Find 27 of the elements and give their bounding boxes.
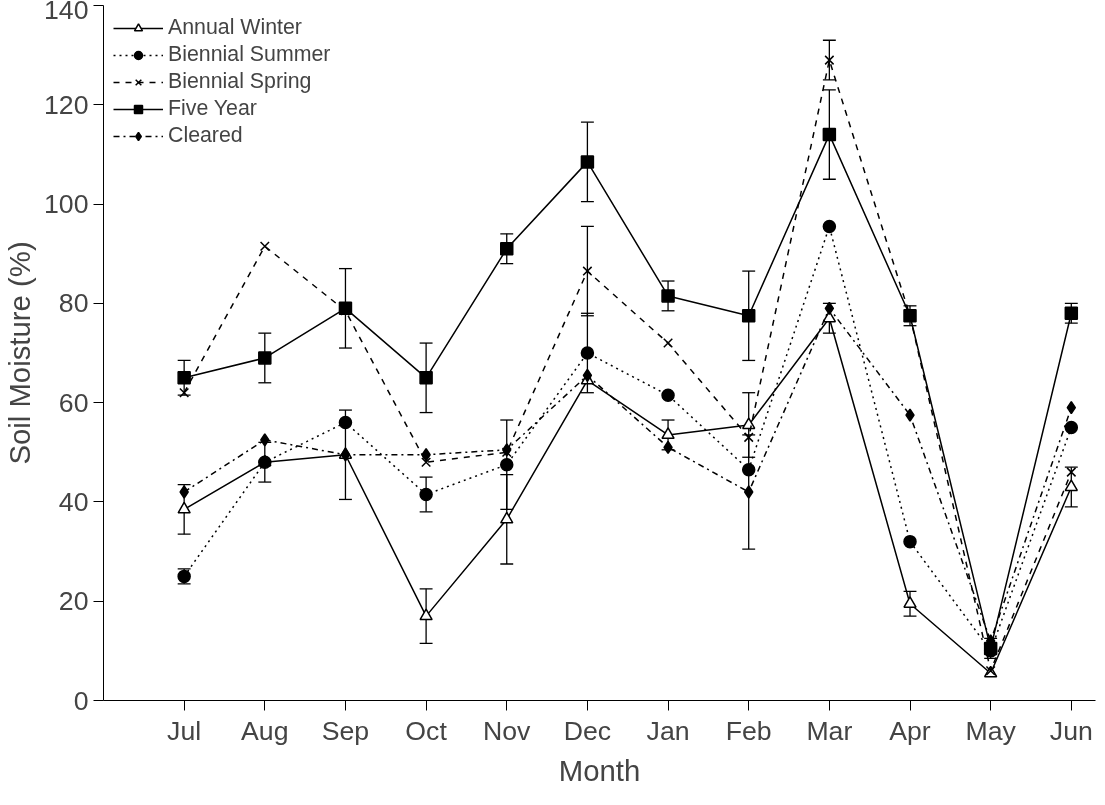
x-tick-label: Oct — [405, 715, 448, 746]
x-axis-title: Month — [558, 753, 641, 787]
x-tick-label: Jan — [646, 715, 690, 746]
y-tick-label: 40 — [58, 486, 89, 517]
legend-label: Annual Winter — [168, 15, 302, 40]
y-tick-label: 0 — [73, 685, 89, 716]
legend-label: Five Year — [168, 96, 257, 121]
legend-label: Biennial Spring — [168, 69, 312, 94]
x-tick-label: Aug — [241, 715, 289, 746]
y-tick-label: 120 — [44, 89, 89, 120]
x-tick-label: Jul — [167, 715, 202, 746]
y-tick-label: 20 — [58, 586, 89, 617]
x-tick-label: Mar — [806, 715, 853, 746]
x-tick-label: Apr — [889, 715, 931, 746]
x-tick-label: Jun — [1049, 715, 1093, 746]
x-tick-label: Dec — [563, 715, 612, 746]
legend-label: Cleared — [168, 123, 243, 148]
y-tick-label: 60 — [58, 387, 89, 418]
y-tick-label: 80 — [58, 288, 89, 319]
x-tick-label: Sep — [321, 715, 370, 746]
x-tick-label: Feb — [725, 715, 772, 746]
y-tick-label: 140 — [44, 0, 89, 25]
y-axis-title: Soil Moisture (%) — [3, 241, 37, 465]
x-tick-label: Nov — [483, 715, 532, 746]
x-tick-label: May — [965, 715, 1017, 746]
y-tick-label: 100 — [44, 189, 89, 220]
legend-label: Biennial Summer — [168, 42, 331, 67]
